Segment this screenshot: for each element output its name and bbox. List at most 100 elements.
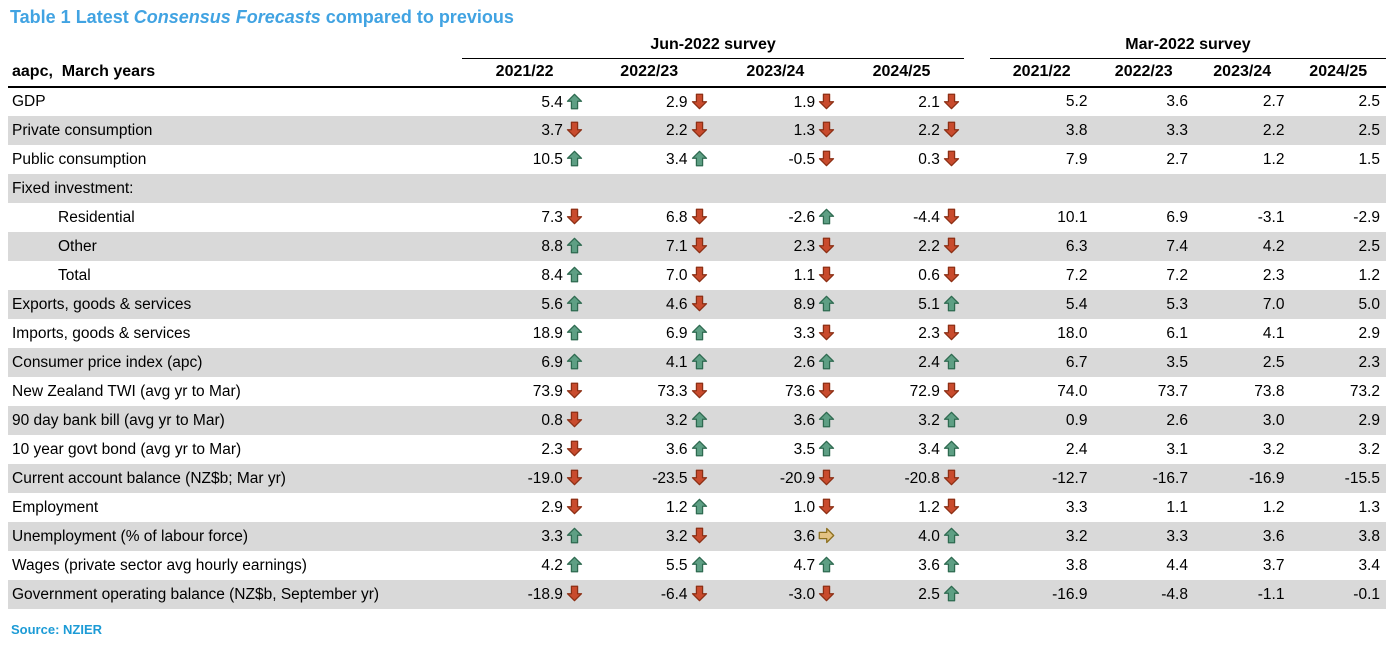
jun-value: 3.5	[793, 441, 816, 458]
table-row: Public consumption 10.5 3.4 -0.5 0.3 7.9 2.7 1.…	[8, 145, 1386, 174]
mar-value-cell: 2.5	[1290, 232, 1386, 261]
jun-value-cell: 2.9	[587, 87, 712, 116]
jun-value-cell: 8.9	[711, 290, 840, 319]
down-arrow-icon	[566, 469, 585, 486]
jun-value-cell: 5.1	[839, 290, 964, 319]
jun-value-cell: -18.9	[462, 580, 587, 609]
up-arrow-icon	[566, 266, 585, 283]
jun-value-cell: -0.5	[712, 145, 840, 174]
down-arrow-icon	[566, 498, 585, 515]
jun-value-cell: 1.2	[839, 493, 964, 522]
jun-value: 2.6	[793, 354, 816, 371]
down-arrow-icon	[691, 237, 710, 254]
mar-value-cell: 3.8	[1065, 556, 1088, 574]
jun-value: 3.2	[665, 528, 688, 545]
up-arrow-icon	[818, 208, 837, 225]
mar-value-cell: 3.8	[989, 116, 1094, 145]
jun-value: 3.4	[665, 151, 688, 168]
jun-value: 2.3	[793, 238, 816, 255]
jun-value: 4.0	[918, 528, 940, 545]
mar-value-cell: 5.2	[1065, 93, 1088, 110]
jun-value: 2.9	[541, 499, 563, 516]
jun-value: 4.1	[665, 354, 688, 371]
mar-value-cell: 4.1	[1262, 324, 1285, 342]
jun-value-cell: 6.9	[462, 348, 587, 377]
mar-year-header: 2021/22	[989, 58, 1094, 88]
mar-value-cell: 7.2	[1166, 266, 1188, 284]
down-arrow-icon	[566, 121, 585, 138]
jun-value-cell: 2.3	[711, 232, 840, 261]
jun-value-cell: 3.4	[839, 435, 964, 464]
row-gap-cell	[964, 261, 990, 290]
jun-value: 3.6	[793, 412, 816, 429]
jun-value: 8.9	[793, 296, 816, 313]
mar-value-cell	[989, 174, 1094, 203]
up-arrow-icon	[818, 353, 837, 370]
table-row: Employment 2.9 1.2 1.0 1.2 3.3 1.1 1.2 1.3	[8, 493, 1386, 522]
mar-value-cell: 2.3	[1262, 266, 1285, 284]
jun-value-cell: 1.9	[712, 87, 840, 116]
jun-value: -0.5	[788, 151, 816, 168]
jun-value: -6.4	[660, 586, 688, 603]
jun-value-cell: 1.0	[712, 493, 840, 522]
table-title-emphasis: Consensus Forecasts	[133, 7, 321, 27]
down-arrow-icon	[691, 208, 710, 225]
jun-value: 7.3	[541, 209, 563, 226]
down-arrow-icon	[943, 237, 962, 254]
jun-value-cell: 1.1	[712, 261, 840, 290]
down-arrow-icon	[566, 208, 585, 225]
jun-value: 2.2	[918, 122, 940, 139]
table-row: Exports, goods & services 5.6 4.6 8.9 5.1 5.4…	[8, 290, 1386, 319]
up-arrow-icon	[943, 527, 962, 544]
mar-value-cell: 5.0	[1290, 290, 1386, 319]
jun-value: 1.0	[793, 499, 816, 516]
mar-value-cell: 2.5	[1290, 116, 1386, 145]
jun-value: 3.6	[918, 557, 940, 574]
down-arrow-icon	[818, 469, 837, 486]
mar-value-cell: -16.9	[989, 580, 1094, 609]
jun-value: 2.9	[665, 93, 688, 111]
row-label: Total	[58, 266, 91, 284]
down-arrow-icon	[818, 498, 837, 515]
mar-value-cell: 3.3	[1093, 522, 1194, 551]
table-row: Unemployment (% of labour force) 3.3 3.2 3.…	[8, 522, 1386, 551]
row-label: Exports, goods & services	[8, 290, 463, 319]
mar-year-header: 2024/25	[1290, 58, 1386, 88]
mar-value-cell: 4.2	[1193, 232, 1291, 261]
jun-value-cell: 72.9	[839, 377, 964, 406]
up-arrow-icon	[943, 411, 962, 428]
mar-value-cell: 2.7	[1166, 150, 1188, 168]
mar-value-cell: -2.9	[1353, 208, 1380, 226]
down-arrow-icon	[691, 382, 710, 399]
down-arrow-icon	[943, 121, 962, 138]
jun-value: 3.3	[793, 325, 816, 342]
table-row: Current account balance (NZ$b; Mar yr) -1…	[8, 464, 1386, 493]
jun-value-cell: 2.2	[586, 116, 712, 145]
jun-value-cell: 3.5	[712, 435, 840, 464]
jun-year-header: 2023/24	[711, 58, 840, 88]
up-arrow-icon	[566, 527, 585, 544]
mar-value-cell: -4.8	[1093, 580, 1194, 609]
down-arrow-icon	[818, 266, 837, 283]
up-arrow-icon	[691, 498, 710, 515]
jun-value: 4.6	[665, 296, 688, 313]
mar-value-cell: 2.9	[1290, 406, 1386, 435]
jun-value-cell: 3.6	[587, 435, 712, 464]
mar-value-cell: 3.2	[1358, 440, 1380, 458]
mar-value-cell: 3.8	[1290, 522, 1386, 551]
jun-value-cell: 2.5	[839, 580, 964, 609]
up-arrow-icon	[566, 324, 585, 341]
table-row: New Zealand TWI (avg yr to Mar) 73.9 73.3 7…	[8, 377, 1386, 406]
down-arrow-icon	[818, 382, 837, 399]
jun-value-cell: 1.3	[711, 116, 840, 145]
jun-value: -4.4	[913, 209, 940, 226]
jun-value: 10.5	[532, 151, 563, 168]
jun-value-cell: 3.3	[462, 522, 587, 551]
jun-value: 6.9	[541, 354, 563, 371]
mar-value-cell: 2.2	[1193, 116, 1291, 145]
mar-year-header: 2022/23	[1093, 58, 1194, 88]
row-gap-cell	[963, 464, 990, 493]
mar-value-cell: 3.4	[1358, 556, 1380, 574]
jun-value: 8.4	[541, 267, 563, 284]
